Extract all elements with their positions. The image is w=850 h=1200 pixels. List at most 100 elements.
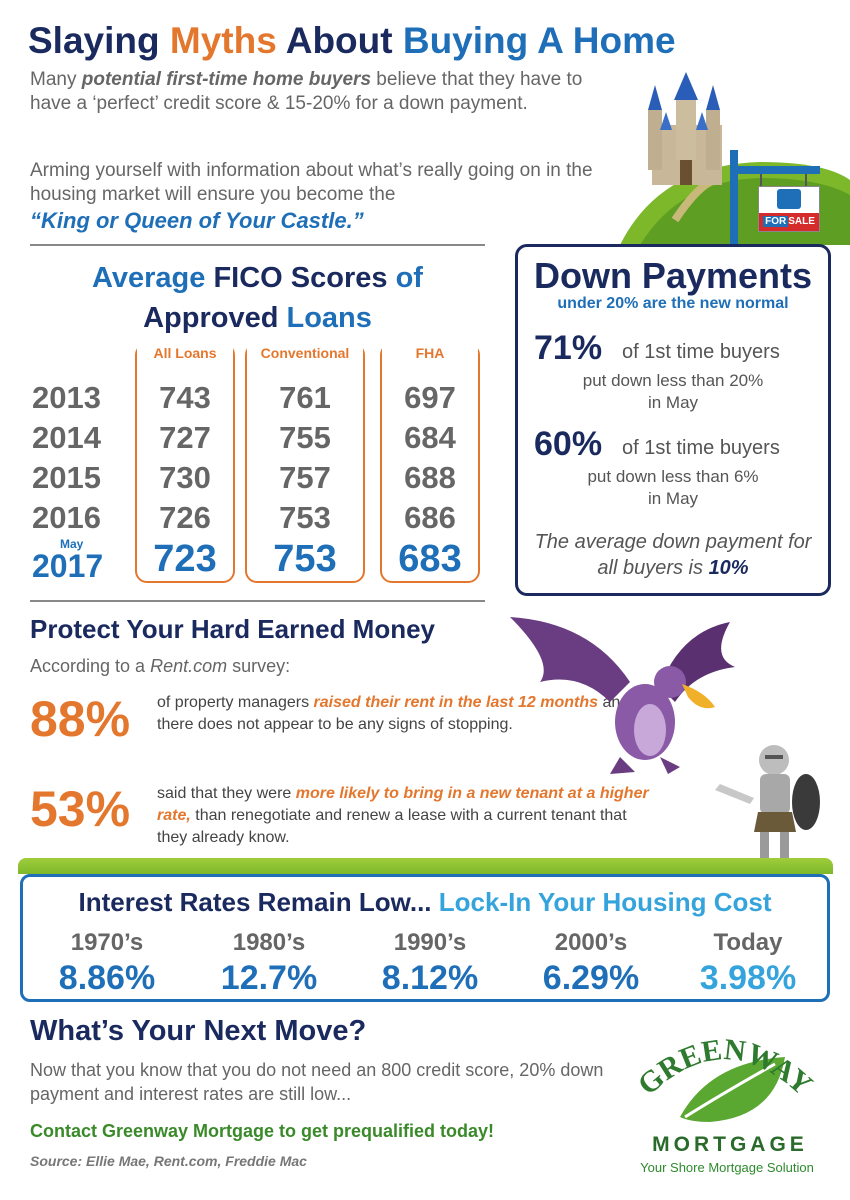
column-header: Conventional bbox=[247, 341, 363, 365]
stat-text: of property managers bbox=[157, 694, 314, 711]
average-text: The average down payment for all buyers … bbox=[534, 531, 812, 579]
down-payments-box: Down Payments under 20% are the new norm… bbox=[515, 244, 831, 596]
average-down-payment: The average down payment for all buyers … bbox=[528, 529, 818, 581]
stat-of-text: of 1st time buyers bbox=[622, 437, 780, 459]
survey-text: According to a bbox=[30, 656, 151, 676]
logo-tagline: Your Shore Mortgage Solution bbox=[640, 1160, 814, 1175]
fico-value: 755 bbox=[279, 420, 331, 455]
title-word-slaying: Slaying bbox=[28, 20, 160, 61]
decade-label: 1980’s bbox=[232, 929, 306, 956]
source-citation: Source: Ellie Mae, Rent.com, Freddie Mac bbox=[30, 1153, 307, 1169]
protect-subtitle: According to a Rent.com survey: bbox=[30, 656, 290, 677]
survey-text-end: survey: bbox=[227, 656, 291, 676]
fico-title-fico: FICO Scores bbox=[213, 262, 388, 294]
stat-of-text: of 1st time buyers bbox=[622, 341, 780, 363]
fico-value-current: 753 bbox=[273, 538, 337, 580]
sign-for-text: FOR bbox=[763, 216, 789, 227]
stat-53-percent: 53% bbox=[30, 781, 131, 837]
down-payments-title: Down Payments bbox=[533, 255, 813, 296]
cta-text: Contact Greenway Mortgage to get prequal… bbox=[30, 1121, 495, 1141]
dragon-illustration bbox=[510, 617, 735, 774]
next-move-body: Now that you know that you do not need a… bbox=[30, 1060, 604, 1104]
fico-value: 686 bbox=[404, 500, 456, 535]
survey-source: Rent.com bbox=[150, 656, 228, 676]
greenway-logo: GREENWAY bbox=[632, 1033, 819, 1122]
stat-line: put down less than 6% bbox=[587, 467, 759, 486]
rate-value-today: 3.98% bbox=[699, 959, 797, 997]
fico-value: 697 bbox=[404, 380, 456, 415]
decade-label: 1970’s bbox=[70, 929, 144, 956]
interest-rates-box: Interest Rates Remain Low... Lock-In You… bbox=[20, 874, 830, 1002]
interest-title-main: Interest Rates Remain Low... bbox=[78, 887, 432, 917]
column-header: FHA bbox=[382, 341, 478, 365]
for-sale-sign: FOR SALE bbox=[758, 186, 820, 232]
stat-line: put down less than 20% bbox=[582, 371, 764, 390]
stat-text-rest: than renegotiate and renew a lease with … bbox=[157, 807, 627, 846]
knight-illustration bbox=[715, 745, 820, 860]
fico-value: 730 bbox=[159, 460, 211, 495]
grass-strip bbox=[18, 858, 833, 874]
house-icon bbox=[777, 189, 801, 209]
average-value: 10% bbox=[708, 557, 749, 579]
year-label-current: 2017 bbox=[32, 548, 104, 584]
fico-column-conventional: Conventional 761 755 757 753 753 bbox=[245, 341, 365, 583]
interest-title-lockin: Lock-In Your Housing Cost bbox=[438, 887, 772, 917]
fico-value: 684 bbox=[404, 420, 456, 455]
rate-value: 6.29% bbox=[542, 959, 640, 997]
interest-title: Interest Rates Remain Low... Lock-In You… bbox=[23, 887, 827, 918]
intro-emphasis: potential first-time home buyers bbox=[81, 69, 372, 90]
fico-value-current: 683 bbox=[398, 538, 462, 580]
rate-value: 12.7% bbox=[220, 959, 318, 997]
fico-value: 743 bbox=[159, 380, 211, 415]
stat-percent: 71% bbox=[534, 329, 603, 367]
stat-text: said that they were bbox=[157, 785, 296, 802]
stat-line: in May bbox=[647, 393, 699, 412]
fico-column-fha: FHA 697 684 688 686 683 bbox=[380, 341, 480, 583]
fico-title-average: Average bbox=[92, 262, 206, 294]
title-word-about: About bbox=[285, 20, 393, 61]
king-queen-tagline: “King or Queen of Your Castle.” bbox=[30, 208, 364, 233]
stat-88-percent: 88% bbox=[30, 691, 131, 747]
stat-53-text: said that they were more likely to bring… bbox=[157, 783, 657, 849]
stat-percent: 60% bbox=[534, 425, 603, 463]
fico-value: 688 bbox=[404, 460, 456, 495]
fico-value: 761 bbox=[279, 380, 331, 415]
year-label: 2013 bbox=[32, 380, 101, 415]
next-move-title: What’s Your Next Move? bbox=[30, 1015, 367, 1047]
title-word-buying: Buying A Home bbox=[402, 20, 676, 61]
fico-value-current: 723 bbox=[153, 538, 217, 580]
fico-value: 726 bbox=[159, 500, 211, 535]
fico-column-all-loans: All Loans 743 727 730 726 723 bbox=[135, 341, 235, 583]
title-word-myths: Myths bbox=[169, 20, 277, 61]
rate-value: 8.86% bbox=[58, 959, 156, 997]
decade-label: 1990’s bbox=[393, 929, 467, 956]
fico-value: 753 bbox=[279, 500, 331, 535]
rate-value: 8.12% bbox=[381, 959, 479, 997]
decade-label: Today bbox=[713, 929, 783, 956]
logo-mortgage-text: MORTGAGE bbox=[652, 1133, 808, 1156]
fico-title-loans: Loans bbox=[286, 302, 372, 334]
year-label: 2016 bbox=[32, 500, 101, 535]
divider bbox=[30, 600, 485, 602]
stat-line: in May bbox=[647, 489, 699, 508]
protect-title: Protect Your Hard Earned Money bbox=[30, 614, 436, 644]
decade-label: 2000’s bbox=[554, 929, 628, 956]
down-payments-subtitle: under 20% are the new normal bbox=[557, 295, 789, 312]
intro-paragraph-1: Many potential first-time home buyers be… bbox=[30, 68, 610, 116]
page-title: Slaying Myths About Buying A Home bbox=[28, 20, 676, 62]
fico-title-of: of bbox=[395, 262, 423, 294]
fico-title: Average FICO Scores of Approved Loans bbox=[35, 258, 480, 338]
stat-emphasis: raised their rent in the last 12 months bbox=[313, 694, 599, 711]
may-label: May bbox=[60, 537, 84, 551]
for-sale-label: FOR SALE bbox=[759, 213, 819, 231]
year-label: 2014 bbox=[32, 420, 101, 455]
intro-paragraph-2: Arming yourself with information about w… bbox=[30, 160, 593, 205]
sign-sale-text: SALE bbox=[788, 216, 815, 227]
fico-title-approved: Approved bbox=[143, 302, 279, 334]
intro-text-rest: believe that they have to have a ‘perfec… bbox=[30, 69, 583, 114]
column-header: All Loans bbox=[137, 341, 233, 365]
intro-text: Many bbox=[30, 69, 82, 90]
year-label: 2015 bbox=[32, 460, 101, 495]
fico-value: 727 bbox=[159, 420, 211, 455]
fico-value: 757 bbox=[279, 460, 331, 495]
